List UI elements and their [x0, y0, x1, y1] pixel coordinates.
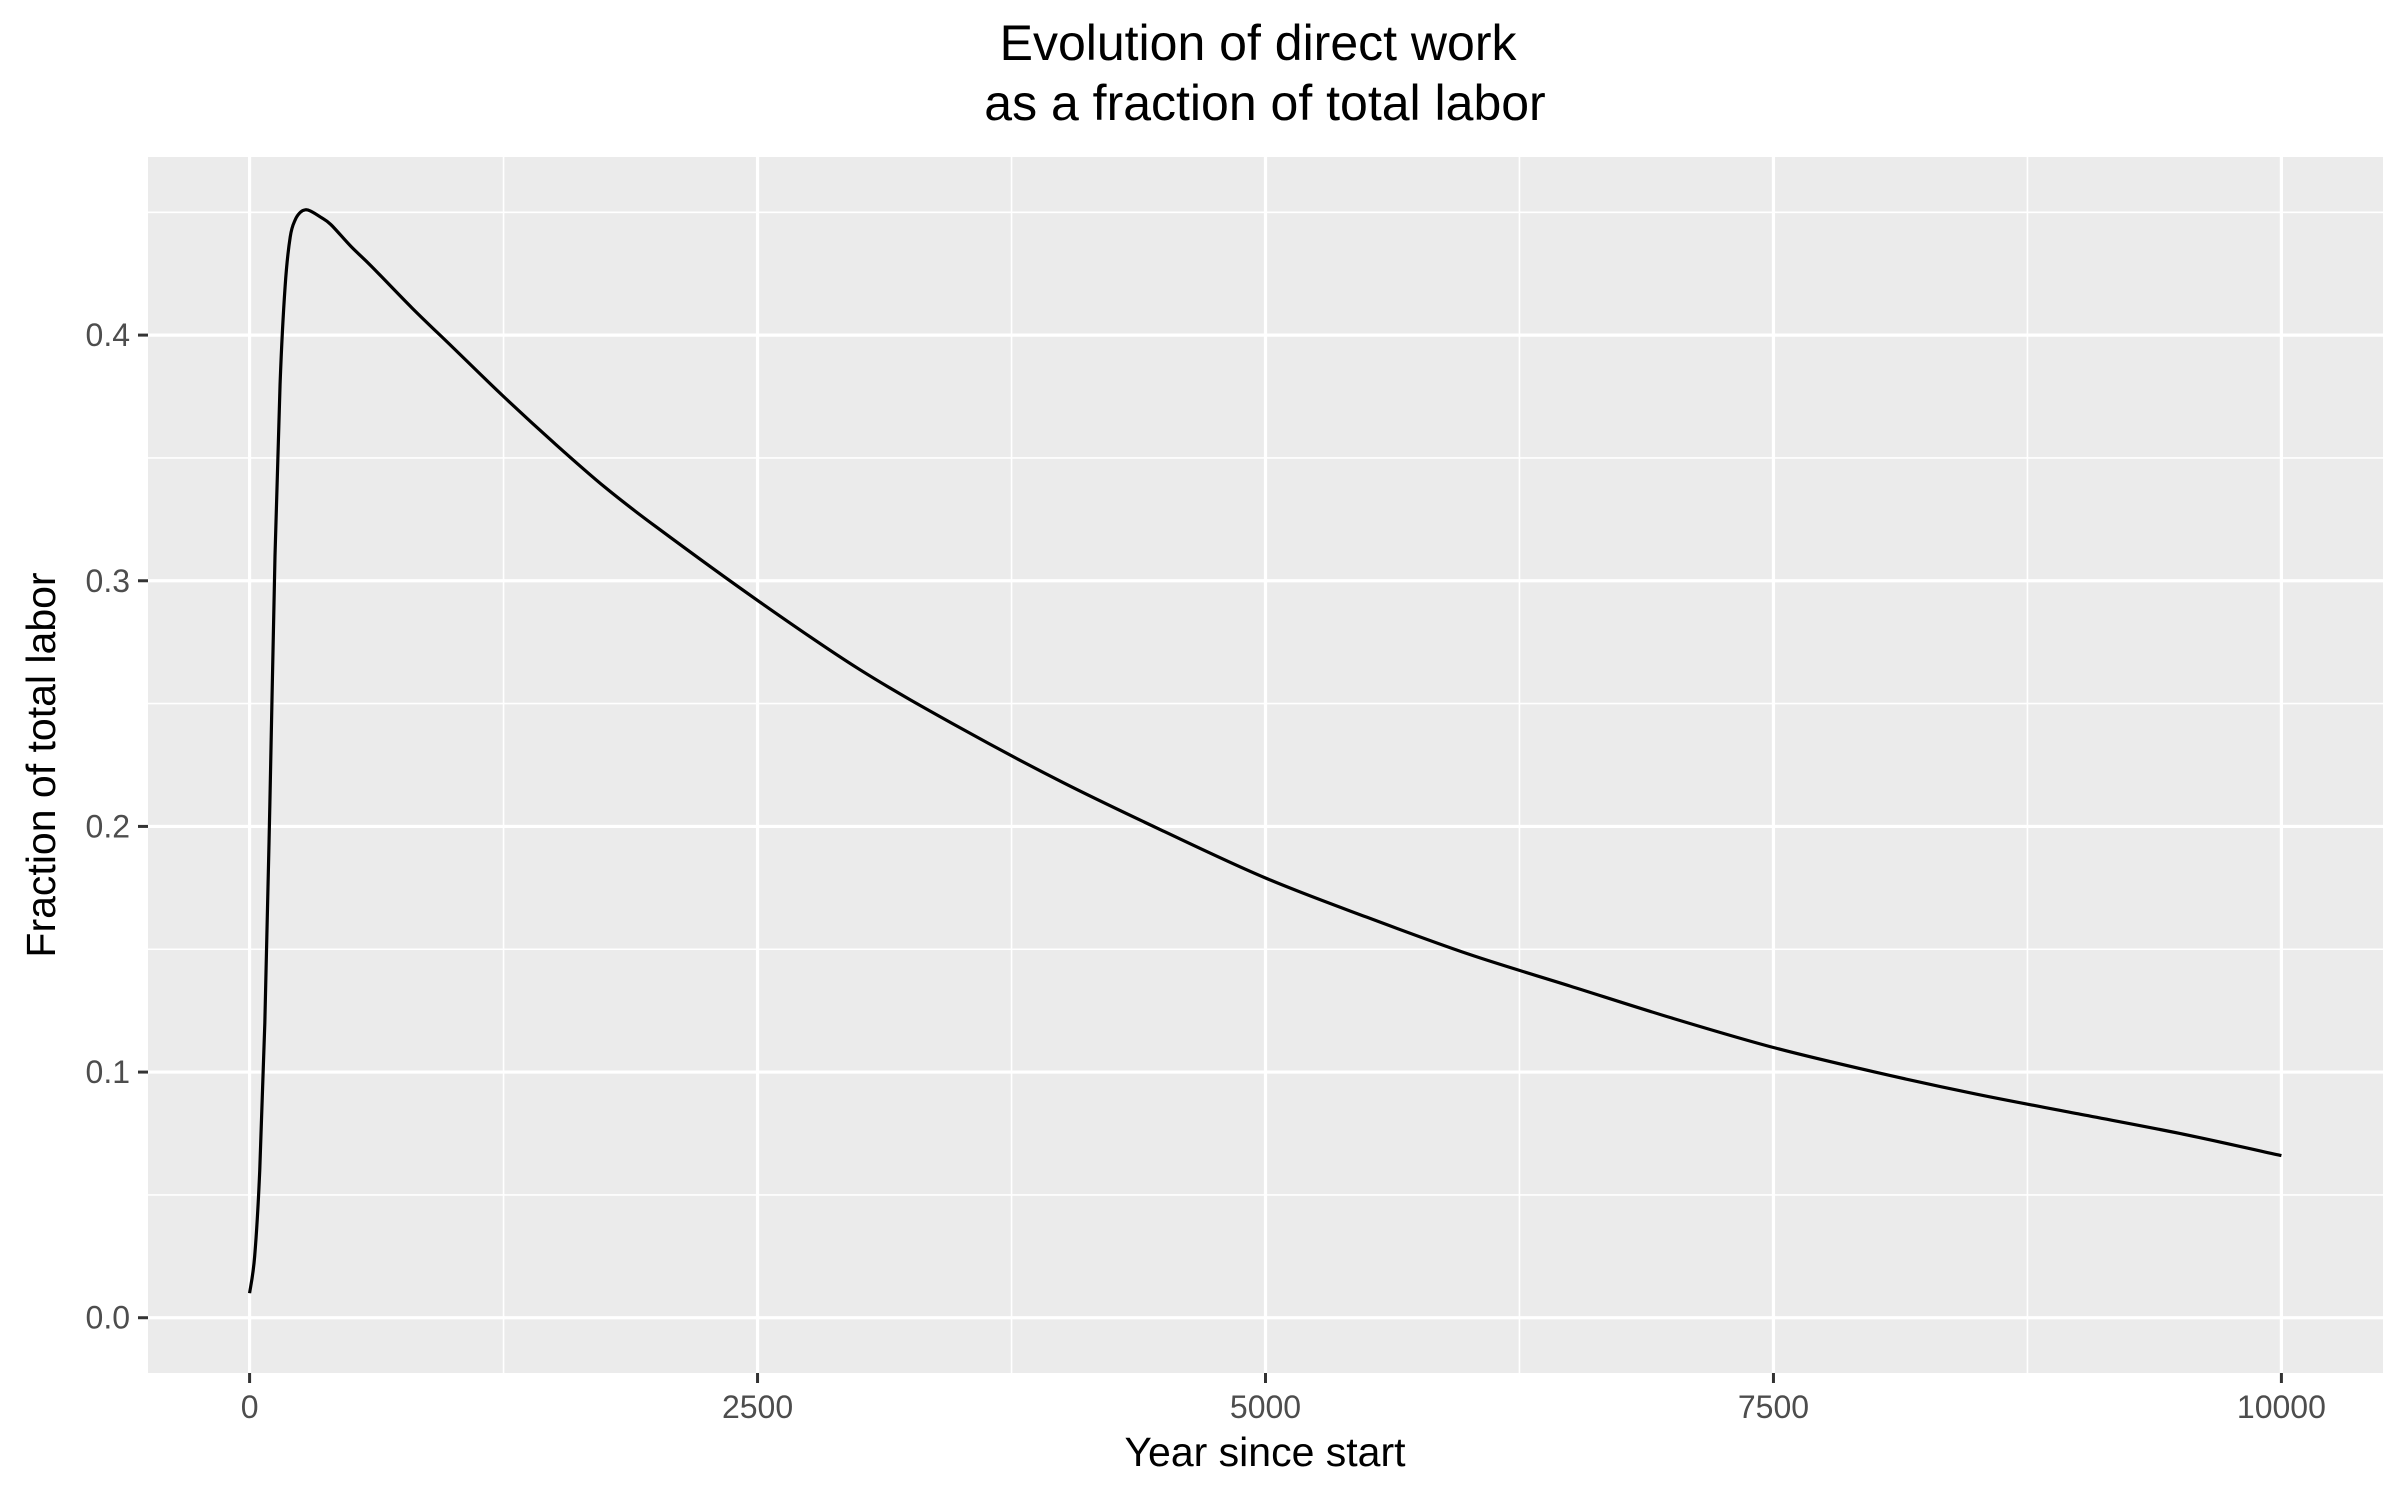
series-line — [248, 208, 2282, 1294]
x-tick-label: 0 — [241, 1389, 259, 1425]
major-gridlines — [148, 157, 2383, 1373]
y-axis: 0.0 0.1 0.2 0.3 0.4 — [86, 317, 148, 1336]
y-tick-label: 0.3 — [86, 563, 130, 599]
chart-title-line-2: as a fraction of total labor — [984, 75, 1545, 131]
y-tick-label: 0.0 — [86, 1300, 130, 1336]
x-axis: 0 2500 5000 7500 10000 — [241, 1373, 2326, 1425]
x-tick-label: 2500 — [722, 1389, 793, 1425]
x-tick-label: 7500 — [1738, 1389, 1809, 1425]
x-tick-label: 10000 — [2237, 1389, 2326, 1425]
chart-title-line-1: Evolution of direct work — [1000, 15, 1518, 71]
y-axis-title: Fraction of total labor — [18, 572, 64, 957]
chart-title: Evolution of direct work as a fraction o… — [984, 15, 1545, 131]
y-tick-label: 0.4 — [86, 317, 130, 353]
y-tick-label: 0.2 — [86, 808, 130, 844]
y-tick-label: 0.1 — [86, 1054, 130, 1090]
x-axis-title: Year since start — [1124, 1429, 1406, 1475]
x-tick-label: 5000 — [1230, 1389, 1301, 1425]
